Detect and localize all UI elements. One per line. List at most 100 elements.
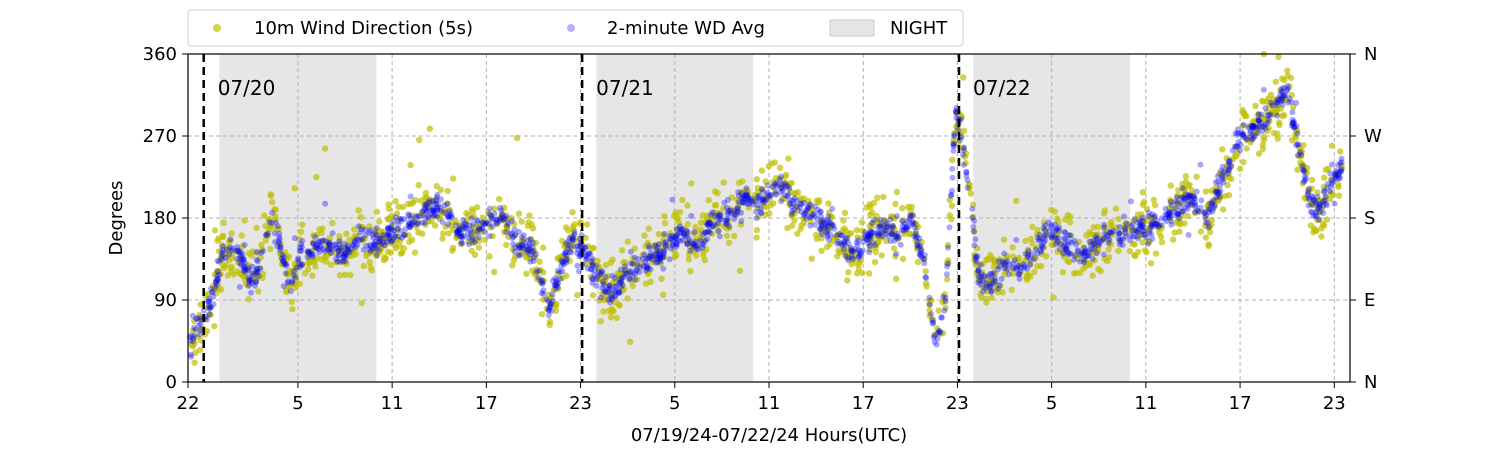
point [367,243,374,250]
point [794,207,801,214]
point [558,257,565,264]
x-tick-label-10: 11 [1134,393,1157,414]
point [903,225,910,232]
point [1201,209,1209,216]
point [461,220,468,227]
point [661,213,668,220]
point [1027,256,1034,263]
point [1240,110,1247,117]
point [1021,263,1028,270]
point [720,179,727,186]
point [480,220,487,227]
point [437,207,444,214]
point [784,183,791,190]
point [771,181,778,187]
point [235,259,242,266]
point [887,238,894,244]
point [1201,210,1208,216]
point [309,272,316,279]
point [1294,152,1301,159]
point [869,229,876,236]
point [657,254,664,261]
point [207,304,214,311]
point [1166,213,1173,220]
point [911,224,918,231]
point [617,278,624,285]
point [871,229,878,236]
point [661,219,669,227]
point [1116,230,1123,237]
point [1135,229,1141,236]
point [936,327,943,334]
point [535,274,542,281]
point [234,247,242,254]
point [586,250,593,256]
point [724,221,731,228]
point [1224,170,1231,177]
point [692,223,699,231]
point [624,238,631,245]
point [276,234,282,241]
point [562,249,569,256]
point [266,219,273,226]
point [335,247,342,254]
point [493,216,500,223]
point [245,261,252,269]
point [252,282,258,289]
point [892,253,899,260]
point [703,228,710,236]
point [706,221,712,228]
point [422,200,429,207]
point [1313,227,1320,235]
point [668,245,675,252]
point [1183,204,1190,211]
point [411,249,419,256]
point [1289,109,1296,116]
point [705,219,712,226]
point [1261,123,1267,129]
point [824,233,831,240]
point [651,243,658,250]
point [802,210,809,217]
point [366,259,373,266]
point [466,241,473,248]
point [1009,244,1016,251]
point [530,258,537,265]
point [619,281,626,288]
point [757,197,764,204]
point [1116,230,1123,236]
point [1186,194,1193,201]
point [1177,194,1184,201]
point [842,252,849,259]
point [1071,256,1078,263]
point [812,231,820,239]
point [822,223,828,230]
point [1240,134,1247,141]
point [643,264,650,271]
point [628,277,635,285]
point [865,232,872,238]
point [1175,210,1182,217]
point [254,265,261,272]
point [434,213,440,220]
point [189,327,197,334]
point [1314,194,1321,200]
point [669,242,676,249]
point [1219,163,1226,170]
point [872,248,879,256]
point [1249,132,1256,138]
point [824,223,831,230]
point [313,244,320,251]
point [274,223,281,230]
point [1196,208,1202,215]
point [289,279,296,286]
x-tick-label-2: 11 [381,393,404,414]
point [766,210,773,217]
point [498,216,506,224]
point [304,248,311,255]
point [529,244,536,251]
point [645,265,652,272]
point [1048,233,1055,240]
point [1126,247,1134,255]
